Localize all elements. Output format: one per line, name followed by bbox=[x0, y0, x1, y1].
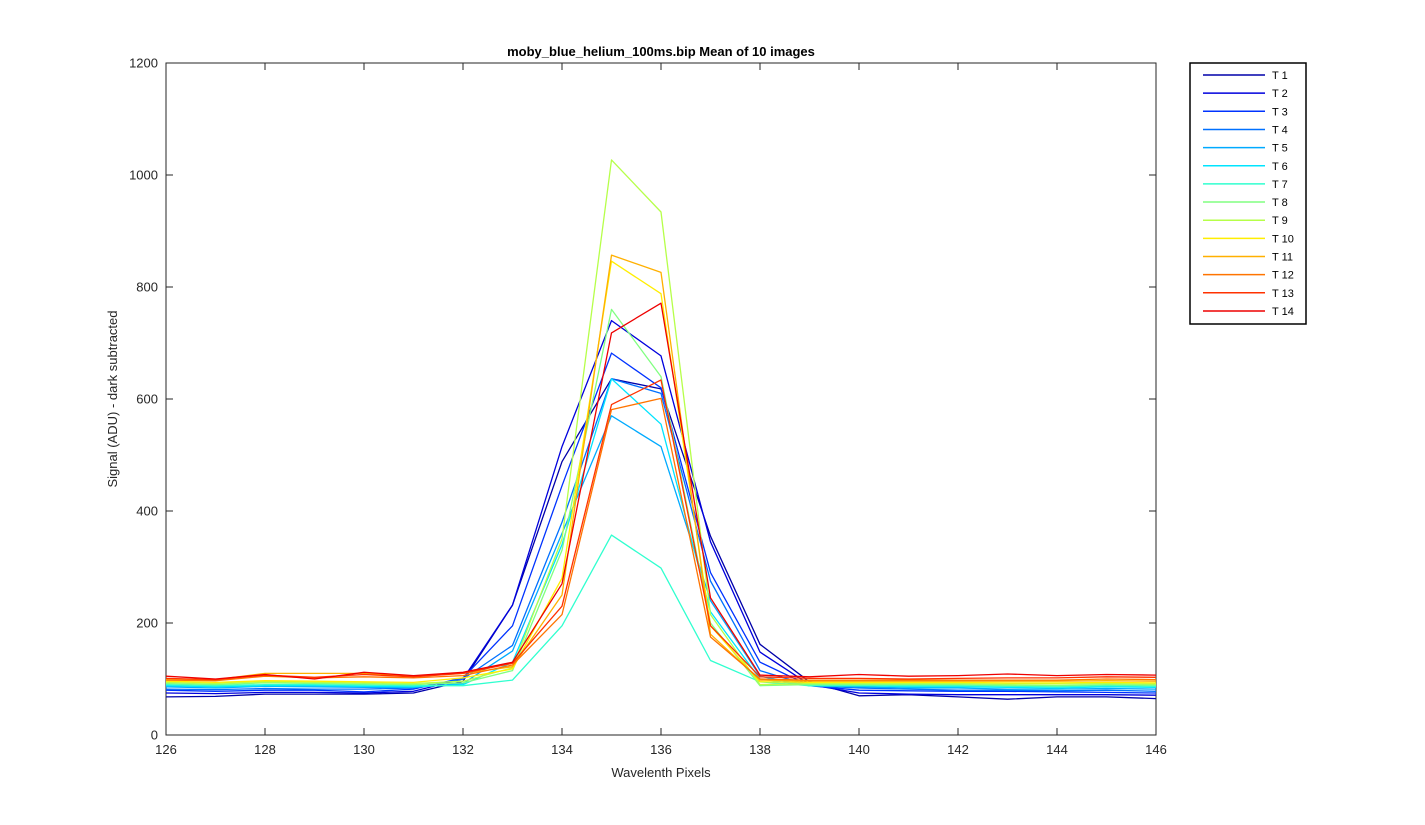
series-line-t11 bbox=[165, 254, 1157, 682]
legend-label: T 9 bbox=[1272, 215, 1288, 227]
legend-label: T 4 bbox=[1272, 124, 1288, 136]
y-tick-label: 400 bbox=[136, 504, 158, 519]
series-line-t8 bbox=[165, 308, 1157, 687]
x-axis-label: Wavelenth Pixels bbox=[611, 765, 711, 780]
legend: T 1 T 2 T 3 T 4 T 5 T 6 T 7 T 8 T 9 T 10 T 11 T 12 T… bbox=[1189, 62, 1307, 325]
x-tick-label: 130 bbox=[353, 742, 375, 757]
series-line-t3 bbox=[165, 352, 1157, 694]
series-line-t2 bbox=[165, 319, 1157, 696]
y-tick-label: 800 bbox=[136, 280, 158, 295]
legend-box bbox=[1189, 62, 1307, 325]
x-tick-label: 142 bbox=[947, 742, 969, 757]
series-line-t14 bbox=[165, 302, 1157, 680]
y-tick-label: 600 bbox=[136, 392, 158, 407]
series-line-t7 bbox=[165, 534, 1157, 688]
x-tick-label: 138 bbox=[749, 742, 771, 757]
legend-label: T 2 bbox=[1272, 88, 1288, 100]
x-tick-label: 136 bbox=[650, 742, 672, 757]
chart-title: moby_blue_helium_100ms.bip Mean of 10 im… bbox=[507, 44, 815, 59]
x-tick-label: 144 bbox=[1046, 742, 1068, 757]
x-tick-label: 140 bbox=[848, 742, 870, 757]
y-tick-label: 0 bbox=[151, 728, 158, 743]
legend-label: T 8 bbox=[1272, 197, 1288, 209]
series-line-t6 bbox=[165, 378, 1157, 689]
x-tick-label: 128 bbox=[254, 742, 276, 757]
x-tick-label: 134 bbox=[551, 742, 573, 757]
y-axis-label: Signal (ADU) - dark subtracted bbox=[105, 310, 120, 487]
y-tick-label: 1200 bbox=[129, 56, 158, 71]
y-axis: 0 200 400 600 800 1000 1200 bbox=[129, 56, 1156, 743]
series-line-t12 bbox=[165, 397, 1157, 682]
legend-label: T 7 bbox=[1272, 179, 1288, 191]
legend-label: T 6 bbox=[1272, 161, 1288, 173]
legend-items: T 1 T 2 T 3 T 4 T 5 T 6 T 7 T 8 T 9 T 10 T 11 T 12 T… bbox=[1203, 70, 1294, 318]
legend-label: T 5 bbox=[1272, 143, 1288, 155]
plot-area: 126 128 130 132 134 136 138 140 142 144 146 0 200 40… bbox=[129, 56, 1167, 758]
legend-label: T 11 bbox=[1272, 252, 1293, 264]
y-tick-label: 1000 bbox=[129, 168, 158, 183]
legend-label: T 1 bbox=[1272, 70, 1288, 82]
y-tick-label: 200 bbox=[136, 616, 158, 631]
legend-label: T 14 bbox=[1272, 306, 1294, 318]
x-tick-label: 146 bbox=[1145, 742, 1167, 757]
legend-label: T 3 bbox=[1272, 106, 1288, 118]
x-tick-label: 132 bbox=[452, 742, 474, 757]
series-line-t9 bbox=[165, 159, 1157, 686]
x-tick-label: 126 bbox=[155, 742, 177, 757]
series-line-t4 bbox=[165, 378, 1157, 692]
legend-label: T 12 bbox=[1272, 270, 1294, 282]
legend-label: T 13 bbox=[1272, 288, 1294, 300]
legend-label: T 10 bbox=[1272, 233, 1294, 245]
x-axis: 126 128 130 132 134 136 138 140 142 144 146 bbox=[155, 63, 1167, 757]
series-line-t10 bbox=[165, 260, 1157, 684]
series-lines bbox=[165, 159, 1157, 700]
series-line-t5 bbox=[165, 415, 1157, 690]
